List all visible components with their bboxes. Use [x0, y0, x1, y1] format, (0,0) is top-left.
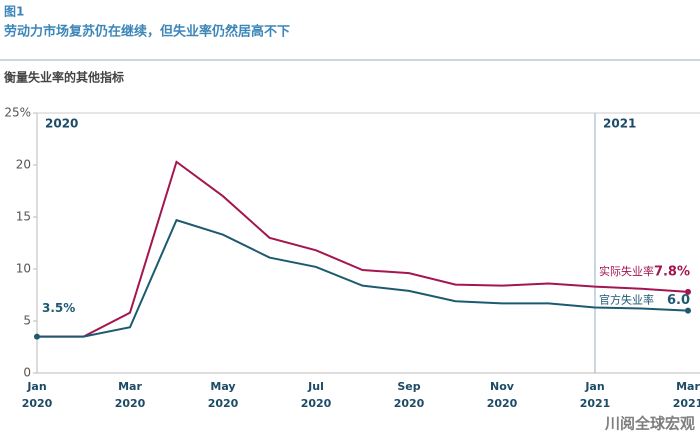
x-tick-label: May: [210, 380, 235, 393]
x-tick-label: Mar: [118, 380, 142, 393]
y-tick-label: 10: [16, 262, 31, 276]
x-tick-label: 2021: [580, 397, 611, 410]
x-tick-label: Mar: [676, 380, 700, 393]
series-name: 官方失业率: [599, 293, 654, 307]
figure-label: 图1: [4, 5, 24, 19]
point: [34, 333, 40, 340]
y-tick-label: 20: [16, 158, 31, 172]
chart-subtitle: 衡量失业率的其他指标: [4, 70, 124, 85]
x-tick-label: 2020: [115, 397, 146, 410]
x-tick-label: Jan: [26, 380, 46, 393]
y-tick-label: 25%: [4, 106, 31, 120]
x-tick-label: 2020: [22, 397, 53, 410]
x-tick-label: Nov: [490, 380, 515, 393]
watermark: 川阅全球宏观: [604, 415, 695, 433]
x-tick-label: 2020: [487, 397, 518, 410]
series-name: 实际失业率: [599, 264, 654, 278]
point: [685, 288, 691, 295]
series-line: [37, 218, 689, 338]
y-tick-label: 5: [23, 314, 31, 328]
value-label: 7.8%: [654, 264, 690, 279]
x-tick-label: 2020: [394, 397, 425, 410]
chart-title: 劳动力市场复苏仍在继续，但失业率仍然居高不下: [4, 24, 290, 40]
y-tick-label: 0: [23, 366, 31, 380]
x-tick-label: Jul: [307, 380, 324, 393]
x-tick-label: Sep: [397, 380, 420, 393]
x-tick-label: Jan: [584, 380, 604, 393]
x-tick-label: 2020: [301, 397, 332, 410]
value-label: 3.5%: [42, 301, 75, 315]
y-tick-label: 15: [16, 210, 31, 224]
period-label: 2021: [603, 117, 636, 131]
period-label: 2020: [45, 117, 78, 131]
x-tick-label: 2020: [208, 397, 239, 410]
series-line: [37, 160, 689, 338]
value-label: 6.0: [667, 293, 690, 308]
x-tick-label: 2021: [673, 397, 700, 410]
point: [685, 307, 691, 314]
